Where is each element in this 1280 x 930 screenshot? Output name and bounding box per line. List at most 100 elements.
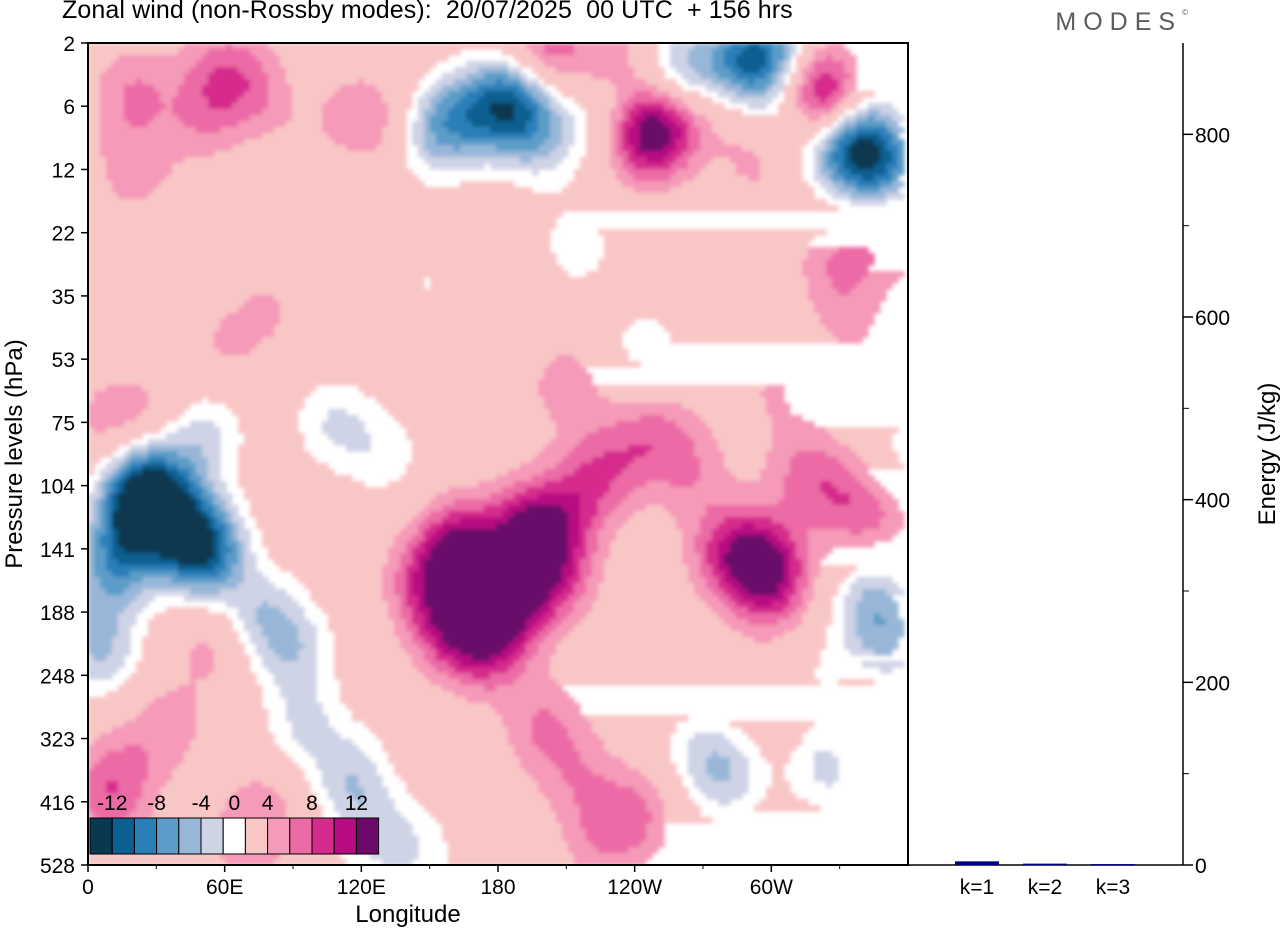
- wind-cell: [244, 301, 281, 308]
- wind-cell: [574, 787, 635, 794]
- wind-cell: [520, 157, 533, 164]
- wind-cell: [88, 295, 251, 302]
- wind-cell: [610, 133, 617, 140]
- wind-cell: [448, 661, 461, 668]
- wind-cell: [682, 559, 701, 566]
- wind-cell: [424, 91, 437, 98]
- wind-cell: [742, 523, 755, 530]
- wind-cell: [898, 157, 905, 164]
- wind-cell: [640, 133, 671, 140]
- wind-cell: [874, 493, 893, 500]
- wind-cell: [196, 733, 275, 740]
- y-tick-label: 53: [52, 349, 75, 372]
- wind-cell: [598, 265, 803, 272]
- wind-cell: [472, 673, 491, 680]
- wind-cell: [214, 337, 263, 344]
- wind-cell: [718, 583, 731, 590]
- wind-cell: [880, 181, 893, 188]
- wind-cell: [100, 583, 131, 590]
- wind-cell: [592, 517, 605, 524]
- modes-logo: MODES©: [1055, 8, 1188, 37]
- wind-cell: [100, 133, 263, 140]
- wind-cell: [604, 775, 647, 782]
- wind-cell: [160, 109, 173, 116]
- wind-cell: [406, 619, 413, 626]
- wind-cell: [172, 769, 305, 776]
- wind-cell: [382, 565, 401, 572]
- wind-cell: [724, 553, 785, 560]
- colorbar-label: 12: [345, 792, 368, 815]
- wind-cell: [820, 481, 833, 488]
- wind-cell: [226, 505, 239, 512]
- wind-cell: [616, 151, 629, 158]
- wind-cell: [712, 79, 731, 86]
- wind-cell: [250, 505, 425, 512]
- wind-cell: [214, 343, 257, 350]
- wind-cell: [580, 823, 647, 830]
- wind-cell: [820, 157, 827, 164]
- wind-cell: [838, 127, 845, 134]
- wind-cell: [562, 589, 575, 596]
- wind-cell: [526, 667, 551, 674]
- wind-cell: [262, 67, 287, 74]
- wind-cell: [268, 91, 293, 98]
- wind-cell: [280, 565, 383, 572]
- wind-cell: [184, 73, 209, 80]
- wind-cell: [280, 61, 437, 68]
- wind-cell: [532, 457, 563, 464]
- wind-cell: [790, 529, 809, 536]
- wind-cell: [730, 571, 785, 578]
- wind-cell: [130, 601, 149, 608]
- wind-cell: [106, 487, 113, 494]
- wind-cell: [184, 475, 191, 482]
- wind-cell: [190, 745, 281, 752]
- wind-cell: [406, 463, 521, 470]
- wind-cell: [520, 499, 581, 506]
- wind-cell: [616, 127, 623, 134]
- wind-cell: [850, 499, 881, 506]
- wind-cell: [832, 103, 839, 110]
- wind-cell: [112, 523, 209, 530]
- wind-cell: [694, 409, 767, 416]
- wind-cell: [784, 523, 881, 530]
- wind-cell: [868, 115, 875, 122]
- wind-cell: [514, 511, 569, 518]
- wind-cell: [712, 607, 731, 614]
- wind-cell: [88, 805, 137, 812]
- wind-cell: [322, 769, 377, 776]
- wind-cell: [550, 127, 563, 134]
- wind-cell: [718, 595, 731, 602]
- wind-cell: [556, 595, 569, 602]
- wind-cell: [442, 73, 467, 80]
- wind-cell: [88, 337, 215, 344]
- wind-cell: [136, 799, 161, 806]
- wind-cell: [586, 133, 611, 140]
- wind-cell: [580, 565, 593, 572]
- wind-cell: [382, 589, 395, 596]
- wind-cell: [532, 721, 563, 728]
- wind-cell: [226, 805, 287, 812]
- wind-cell: [244, 493, 437, 500]
- wind-cell: [562, 769, 593, 776]
- wind-cell: [760, 745, 797, 752]
- wind-cell: [88, 757, 101, 764]
- wind-cell: [424, 637, 437, 644]
- wind-cell: [196, 127, 221, 134]
- wind-cell: [88, 277, 425, 284]
- wind-cell: [772, 781, 791, 788]
- wind-cell: [556, 763, 587, 770]
- wind-cell: [802, 559, 809, 566]
- wind-cell: [454, 79, 473, 86]
- wind-cell: [196, 643, 209, 650]
- wind-cell: [94, 427, 107, 434]
- wind-cell: [868, 487, 887, 494]
- wind-cell: [712, 157, 731, 164]
- wind-cell: [232, 547, 239, 554]
- wind-cell: [688, 769, 707, 776]
- wind-cell: [292, 721, 329, 728]
- wind-cell: [808, 607, 833, 614]
- wind-cell: [772, 517, 881, 524]
- wind-cell: [628, 151, 635, 158]
- wind-cell: [220, 571, 233, 578]
- wind-cell: [418, 115, 425, 122]
